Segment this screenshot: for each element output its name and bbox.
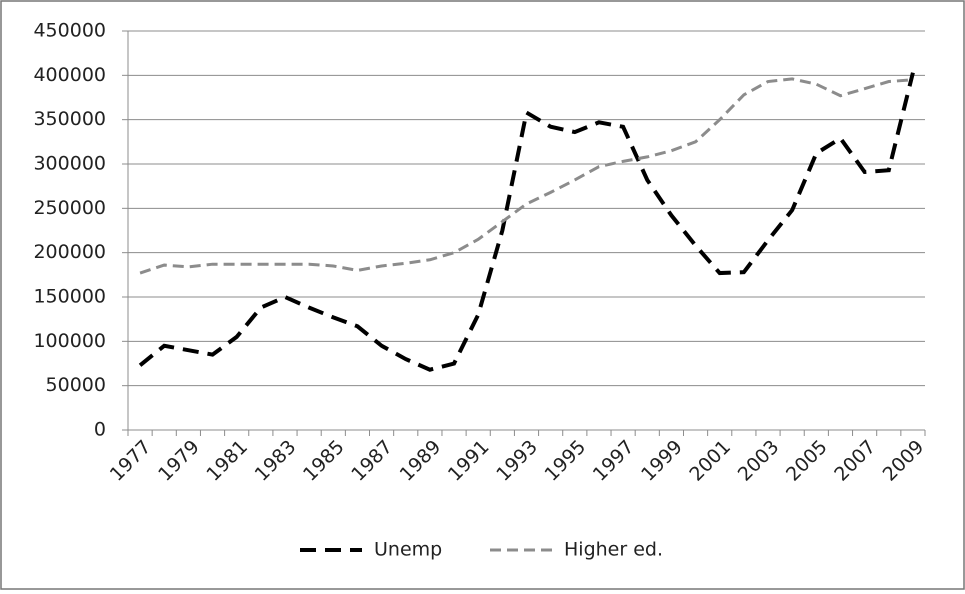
y-tick-label: 250000 [33, 197, 106, 219]
y-tick-label: 450000 [33, 20, 106, 42]
series-line [138, 72, 915, 372]
y-tick-label: 400000 [33, 64, 106, 86]
y-tick-label: 150000 [33, 286, 106, 308]
y-tick-label: 200000 [33, 241, 106, 263]
y-tick-label: 50000 [46, 374, 106, 396]
y-tick-label: 300000 [33, 153, 106, 175]
y-tick-label: 100000 [33, 330, 106, 352]
y-tick-label: 350000 [33, 108, 106, 130]
legend-label: Higher ed. [564, 539, 663, 561]
series-line [139, 77, 914, 275]
legend-label: Unemp [374, 539, 442, 561]
y-tick-label: 0 [94, 419, 106, 441]
